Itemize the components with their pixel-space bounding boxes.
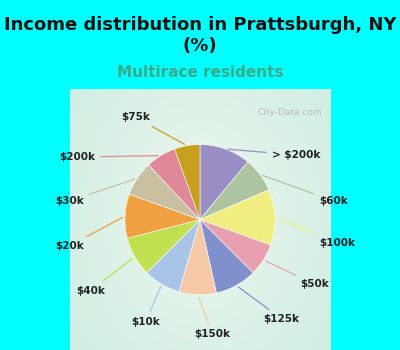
Text: $60k: $60k [263,175,348,206]
Wedge shape [148,149,200,220]
Wedge shape [200,220,253,293]
Text: $10k: $10k [131,287,161,327]
Wedge shape [200,162,269,220]
Wedge shape [200,220,271,273]
Wedge shape [125,194,200,238]
Text: $100k: $100k [278,218,356,247]
Text: City-Data.com: City-Data.com [258,107,322,117]
Wedge shape [174,145,200,220]
Text: > $200k: > $200k [228,149,320,160]
Text: Multirace residents: Multirace residents [117,65,283,80]
Text: $125k: $125k [238,287,299,324]
Text: $75k: $75k [121,112,185,144]
Wedge shape [179,220,216,295]
Wedge shape [200,190,275,245]
Wedge shape [127,220,200,273]
Wedge shape [129,165,200,220]
Wedge shape [147,220,200,292]
Text: $50k: $50k [266,261,329,289]
Wedge shape [200,145,248,220]
Text: $20k: $20k [55,217,122,251]
Text: $40k: $40k [76,259,132,295]
Text: $150k: $150k [194,297,230,340]
Text: Income distribution in Prattsburgh, NY
(%): Income distribution in Prattsburgh, NY (… [4,16,396,55]
Text: $30k: $30k [55,179,134,206]
Text: $200k: $200k [59,152,158,162]
